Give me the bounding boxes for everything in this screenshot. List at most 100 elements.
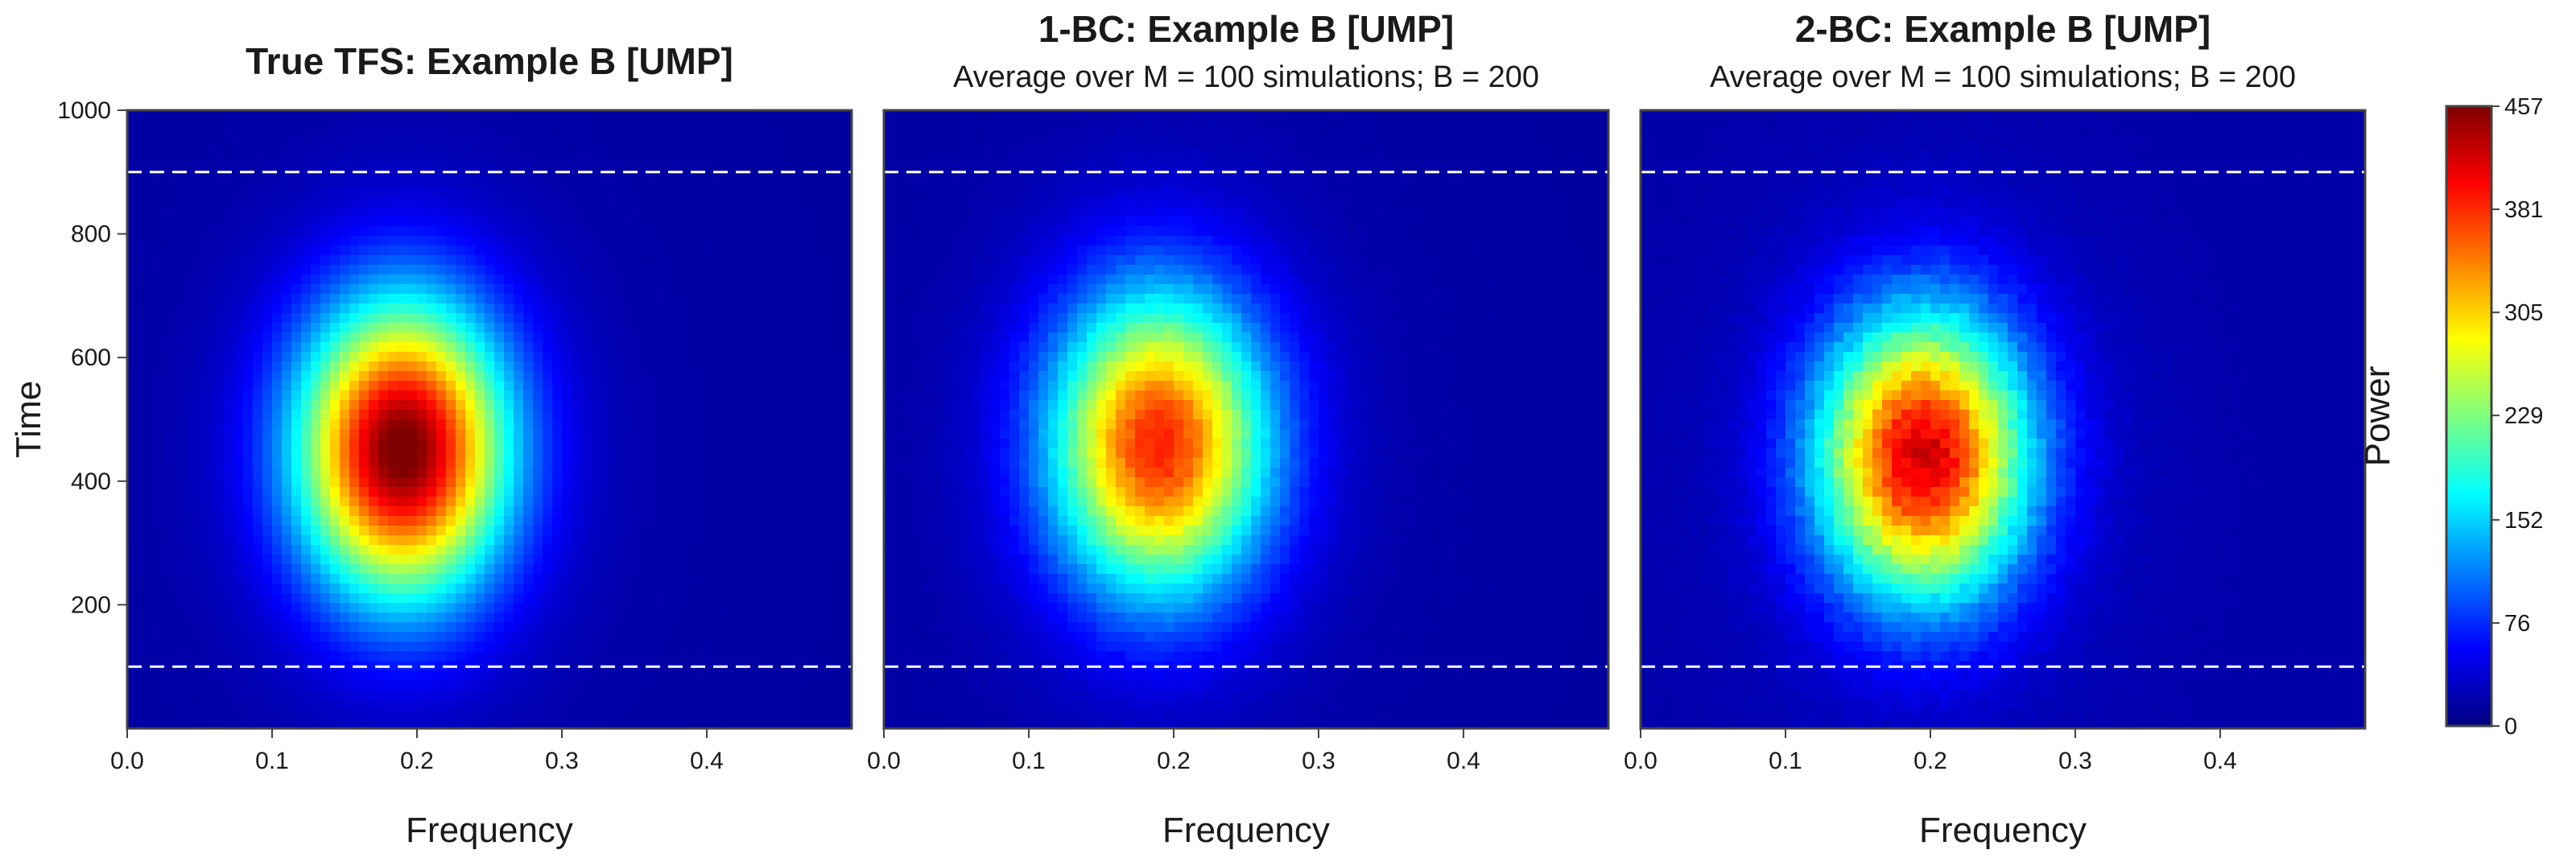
heatmap-cell (320, 545, 331, 555)
heatmap-cell (417, 390, 427, 401)
heatmap-cell (842, 690, 852, 700)
heatmap-cell (581, 709, 592, 720)
heatmap-cell (204, 361, 215, 372)
heatmap-cell (716, 506, 727, 517)
heatmap-cell (504, 274, 514, 285)
heatmap-cell (1599, 120, 1608, 130)
heatmap-cell (832, 381, 843, 391)
heatmap-cell (707, 670, 717, 681)
heatmap-cell (446, 593, 456, 604)
heatmap-cell (369, 613, 379, 623)
heatmap-cell (233, 468, 244, 478)
heatmap-cell (736, 632, 746, 642)
heatmap-cell (745, 159, 756, 169)
heatmap-cell (687, 139, 698, 150)
heatmap-cell (678, 690, 688, 700)
heatmap-cell (214, 390, 225, 401)
heatmap-cell (552, 226, 563, 237)
heatmap-cell (282, 497, 292, 507)
heatmap-cell (803, 139, 814, 150)
heatmap-cell (832, 255, 843, 266)
heatmap-cell (204, 236, 215, 246)
heatmap-cell (456, 535, 466, 546)
heatmap-cell (678, 178, 688, 188)
heatmap-cell (427, 613, 437, 623)
heatmap-cell (147, 400, 157, 410)
heatmap-cell (166, 236, 176, 246)
heatmap-cell (610, 632, 621, 642)
heatmap-cell (320, 274, 331, 285)
heatmap-cell (765, 265, 775, 275)
heatmap-cell (745, 168, 756, 179)
heatmap-cell (572, 139, 582, 150)
heatmap-cell (398, 448, 408, 459)
heatmap-cell (175, 477, 186, 488)
heatmap-cell (765, 526, 775, 536)
heatmap-cell (485, 217, 495, 227)
heatmap-cell (349, 120, 360, 130)
heatmap-cell (195, 555, 205, 565)
heatmap-cell (504, 332, 514, 343)
heatmap-cell (514, 265, 524, 275)
heatmap-cell (639, 178, 650, 188)
heatmap-cell (794, 197, 804, 208)
heatmap-cell (832, 641, 843, 652)
heatmap-cell (678, 593, 688, 604)
heatmap-cell (175, 371, 186, 382)
heatmap-cell (823, 323, 833, 333)
heatmap-cell (658, 419, 669, 430)
heatmap-cell (475, 584, 485, 594)
heatmap-cell (330, 410, 341, 420)
heatmap-cell (349, 313, 360, 324)
heatmap-cell (369, 303, 379, 314)
heatmap-cell (726, 197, 737, 208)
heatmap-cell (610, 361, 621, 372)
heatmap-cell (794, 651, 804, 662)
heatmap-cell (697, 477, 708, 488)
heatmap-cell (504, 439, 514, 449)
heatmap-cell (465, 332, 476, 343)
heatmap-cell (301, 613, 312, 623)
heatmap-cell (427, 120, 437, 130)
heatmap-cell (388, 188, 398, 198)
heatmap-cell (147, 352, 157, 362)
heatmap-cell (456, 477, 466, 488)
heatmap-cell (803, 670, 814, 681)
heatmap-cell (301, 535, 312, 546)
heatmap-cell (398, 313, 408, 324)
heatmap-cell (649, 506, 659, 517)
heatmap-cell (755, 641, 766, 652)
heatmap-cell (842, 468, 852, 478)
heatmap-cell (842, 651, 852, 662)
heatmap-cell (572, 632, 582, 642)
heatmap-cell (282, 410, 292, 420)
heatmap-cell (803, 410, 814, 420)
heatmap-cell (562, 323, 572, 333)
heatmap-cell (533, 603, 543, 613)
heatmap-cell (156, 487, 167, 497)
heatmap-cell (552, 265, 563, 275)
heatmap-cell (745, 564, 756, 575)
heatmap-cell (552, 120, 563, 130)
heatmap-cell (147, 255, 157, 266)
heatmap-cell (301, 130, 312, 140)
heatmap-cell (813, 632, 824, 642)
heatmap-cell (359, 487, 369, 497)
heatmap-cell (687, 342, 698, 353)
heatmap-cell (726, 719, 737, 728)
heatmap-cell (697, 294, 708, 304)
heatmap-cell (543, 487, 553, 497)
heatmap-cell (842, 535, 852, 546)
heatmap-cell (446, 690, 456, 700)
heatmap-cell (204, 323, 215, 333)
heatmap-cell (330, 458, 341, 468)
heatmap-cell (349, 419, 360, 430)
heatmap-cell (765, 497, 775, 507)
heatmap-cell (755, 477, 766, 488)
heatmap-cell (755, 448, 766, 459)
heatmap-cell (523, 159, 534, 169)
heatmap-cell (156, 613, 167, 623)
heatmap-cell (884, 130, 894, 140)
heatmap-cell (514, 207, 524, 217)
heatmap-cell (784, 400, 795, 410)
